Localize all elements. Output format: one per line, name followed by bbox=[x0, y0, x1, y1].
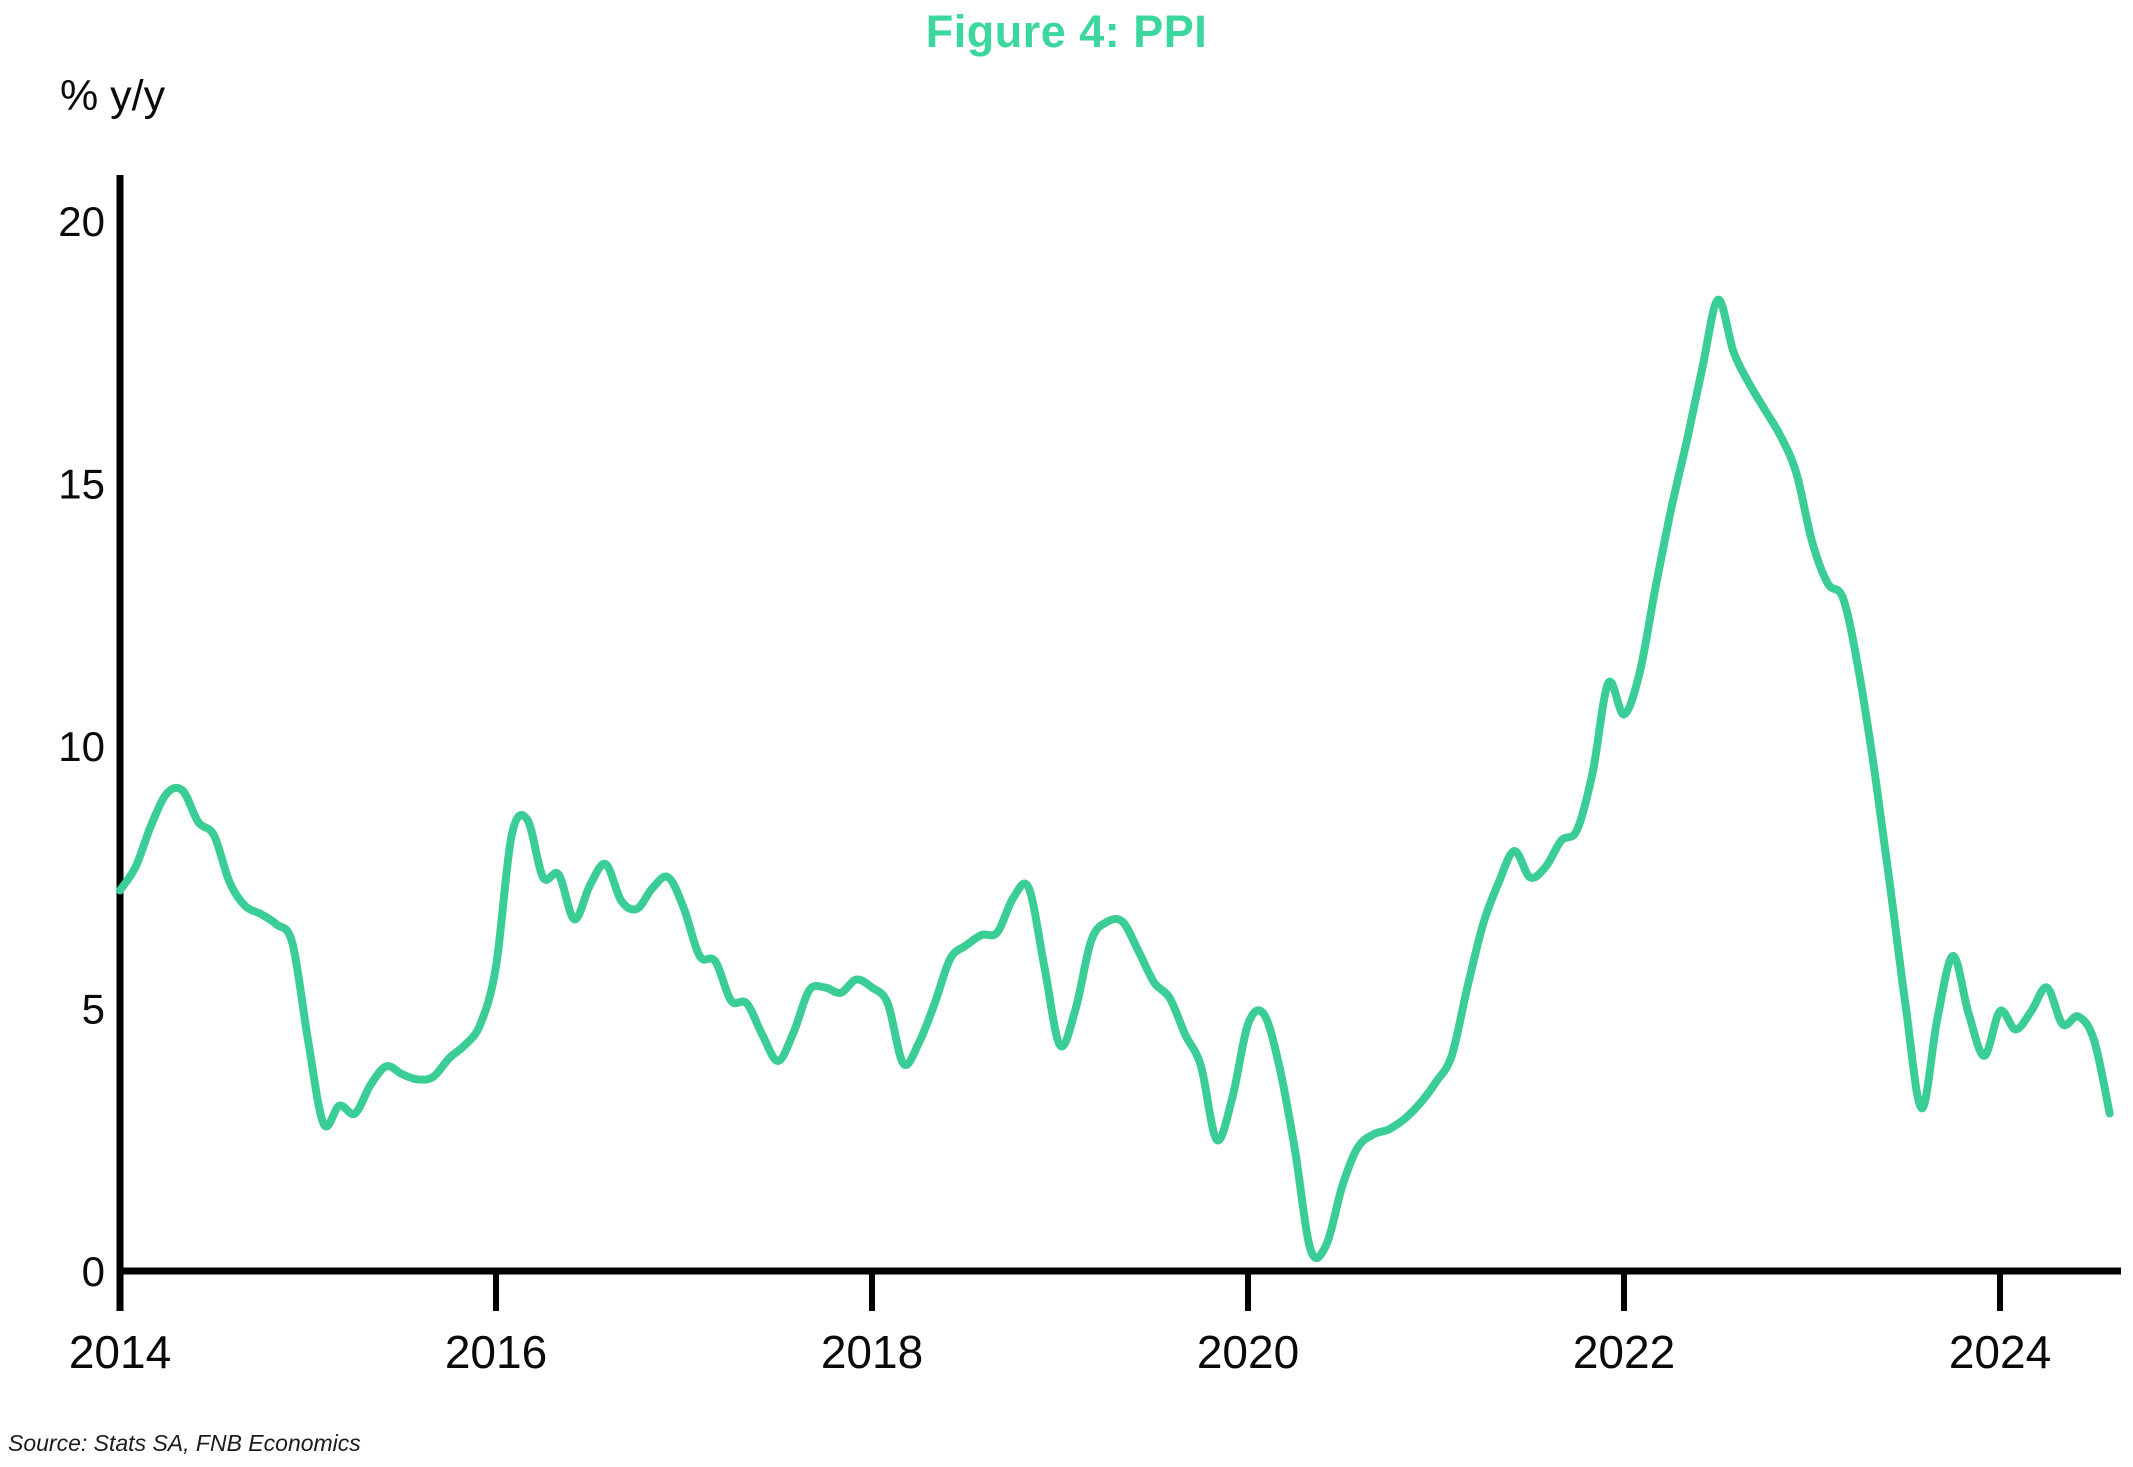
x-tick-label: 2016 bbox=[445, 1326, 547, 1378]
ppi-series-line bbox=[116, 295, 2114, 1263]
y-tick-label: 10 bbox=[58, 723, 105, 770]
source-note: Source: Stats SA, FNB Economics bbox=[8, 1430, 361, 1456]
figure-title: Figure 4: PPI bbox=[925, 6, 1208, 57]
x-tick-label: 2022 bbox=[1573, 1326, 1675, 1378]
y-tick-label: 20 bbox=[58, 198, 105, 245]
x-tick-label: 2024 bbox=[1949, 1326, 2051, 1378]
y-tick-label: 15 bbox=[58, 461, 105, 508]
x-tick-label: 2020 bbox=[1197, 1326, 1299, 1378]
y-tick-label: 5 bbox=[82, 986, 105, 1033]
x-tick-label: 2018 bbox=[821, 1326, 923, 1378]
y-tick-label: 0 bbox=[82, 1248, 105, 1295]
y-axis-unit-label: % y/y bbox=[60, 72, 166, 120]
x-tick-label: 2014 bbox=[69, 1326, 171, 1378]
